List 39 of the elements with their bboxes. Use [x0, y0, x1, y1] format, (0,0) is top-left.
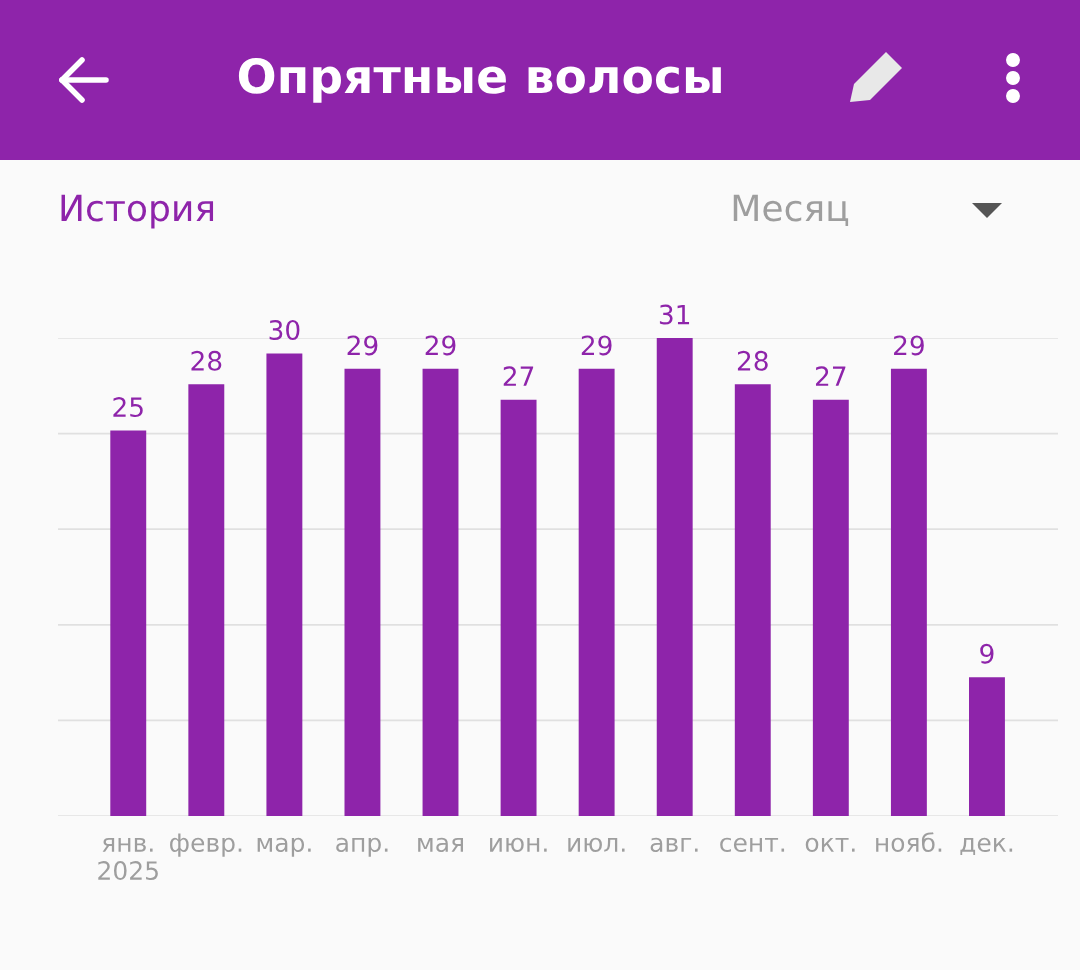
bar	[266, 353, 303, 816]
data-label: 29	[425, 335, 456, 356]
bar	[578, 368, 615, 816]
x-tick-label: июн.	[490, 837, 547, 853]
x-tick-label: февр.	[170, 833, 242, 857]
data-label: 9	[980, 643, 994, 664]
bar	[422, 368, 459, 816]
data-label: 29	[581, 335, 612, 356]
bar	[500, 399, 537, 816]
x-tick-label: июл.	[568, 837, 625, 853]
chart-title: Опрятные волосы	[238, 57, 721, 103]
data-label: 28	[737, 350, 768, 371]
data-label: 28	[191, 350, 222, 371]
data-label: 31	[659, 304, 690, 325]
data-label: 25	[113, 397, 143, 418]
bar	[110, 430, 147, 816]
bar	[344, 368, 381, 816]
x-tick-label: нояб.	[876, 832, 942, 853]
bar	[734, 384, 771, 816]
data-label: 30	[269, 320, 300, 340]
chart-subtitle: История	[61, 194, 214, 229]
bar	[969, 677, 1005, 816]
bar	[812, 399, 849, 816]
x-tick-label: мар.	[257, 837, 311, 857]
text: Месяц	[733, 194, 849, 226]
data-label: 29	[347, 335, 378, 356]
data-label: 27	[815, 366, 846, 386]
x-tick-label: авг.	[650, 837, 698, 853]
x-tick-label: апр.	[336, 837, 388, 857]
x-tick-label: окт.	[805, 837, 855, 853]
x-tick-label: дек.	[960, 837, 1013, 856]
x-tick-label: янв. 2025	[98, 837, 158, 881]
data-label: 29	[894, 335, 924, 356]
data-label: 27	[503, 366, 534, 386]
x-tick-label: мая	[418, 837, 463, 853]
bar	[188, 384, 225, 816]
x-tick-label: сент.	[720, 837, 785, 853]
bar	[890, 368, 927, 816]
bar	[656, 338, 693, 816]
